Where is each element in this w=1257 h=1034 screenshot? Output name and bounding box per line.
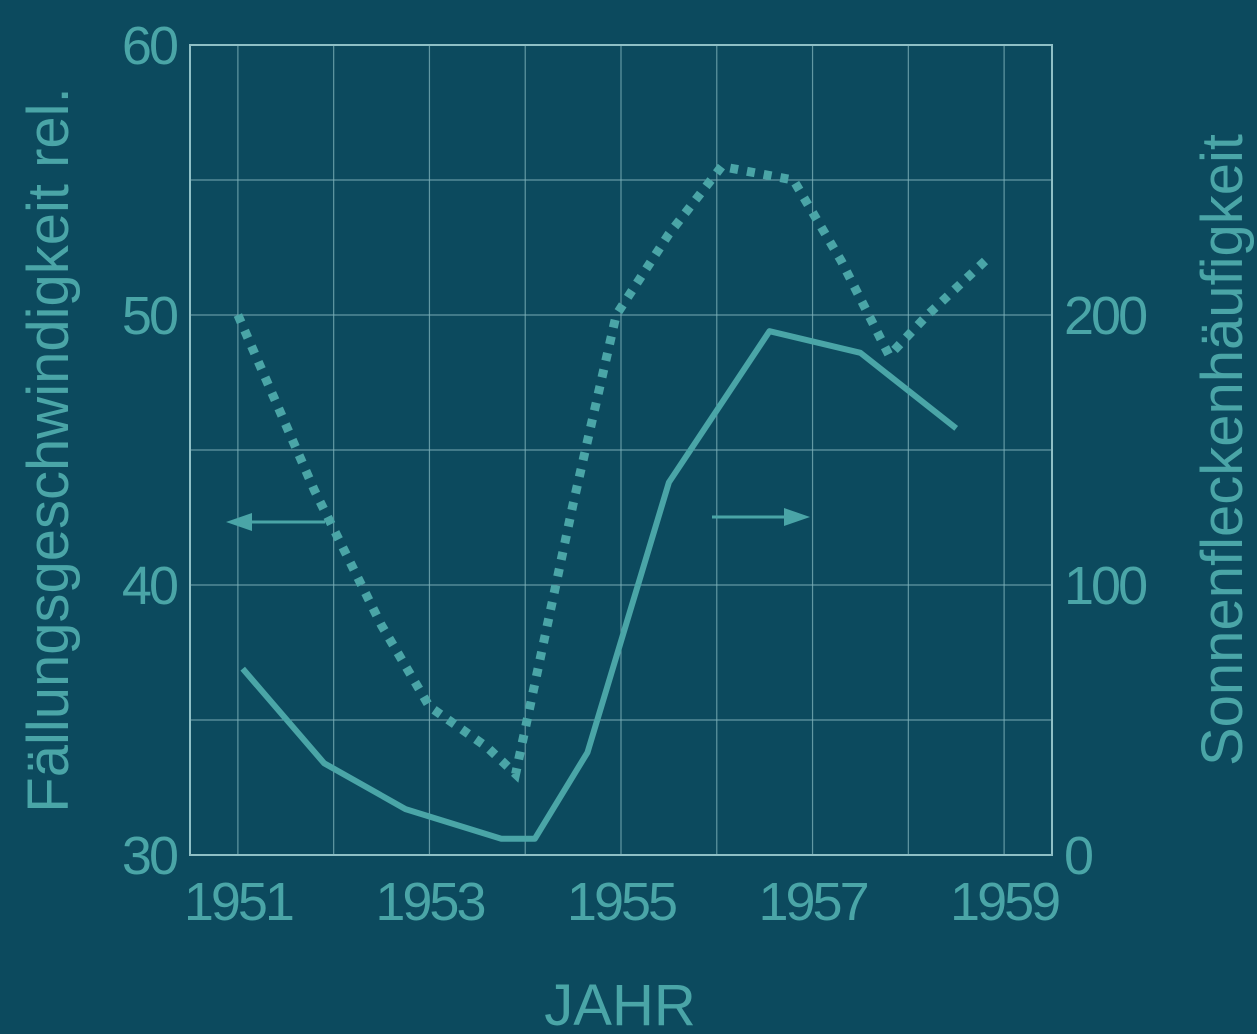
series-arrows bbox=[226, 508, 810, 531]
y-left-axis-title: Fällungsgeschwindigkeit rel. bbox=[16, 87, 81, 812]
y-left-tick-label: 60 bbox=[122, 16, 177, 76]
y-right-tick-label: 200 bbox=[1064, 286, 1146, 346]
y-right-tick-labels: 0 100 200 bbox=[1064, 286, 1149, 886]
x-tick-label: 1955 bbox=[567, 872, 676, 932]
grid bbox=[190, 45, 1052, 855]
plot-frame bbox=[189, 44, 1053, 856]
y-right-axis-title: Sonnenfleckenhäufigkeit bbox=[1190, 134, 1255, 766]
y-left-tick-label: 40 bbox=[122, 556, 177, 616]
y-left-tick-label: 50 bbox=[122, 286, 177, 346]
x-tick-label: 1957 bbox=[758, 872, 867, 932]
x-tick-labels: 1951 1953 1955 1957 1959 bbox=[184, 872, 1062, 932]
arrow-right-icon bbox=[784, 508, 810, 526]
y-right-tick-label: 0 bbox=[1064, 826, 1092, 886]
x-tick-label: 1959 bbox=[950, 872, 1059, 932]
x-tick-label: 1953 bbox=[375, 872, 484, 932]
x-axis-title: JAHR bbox=[544, 973, 695, 1034]
y-right-tick-label: 100 bbox=[1064, 556, 1146, 616]
series-layer bbox=[233, 161, 989, 842]
x-tick-label: 1951 bbox=[184, 872, 293, 932]
y-left-tick-labels: 30 40 50 60 bbox=[122, 16, 180, 886]
series-line-right-solid bbox=[240, 328, 959, 842]
arrow-left-icon bbox=[226, 513, 252, 531]
y-left-tick-label: 30 bbox=[122, 826, 177, 886]
